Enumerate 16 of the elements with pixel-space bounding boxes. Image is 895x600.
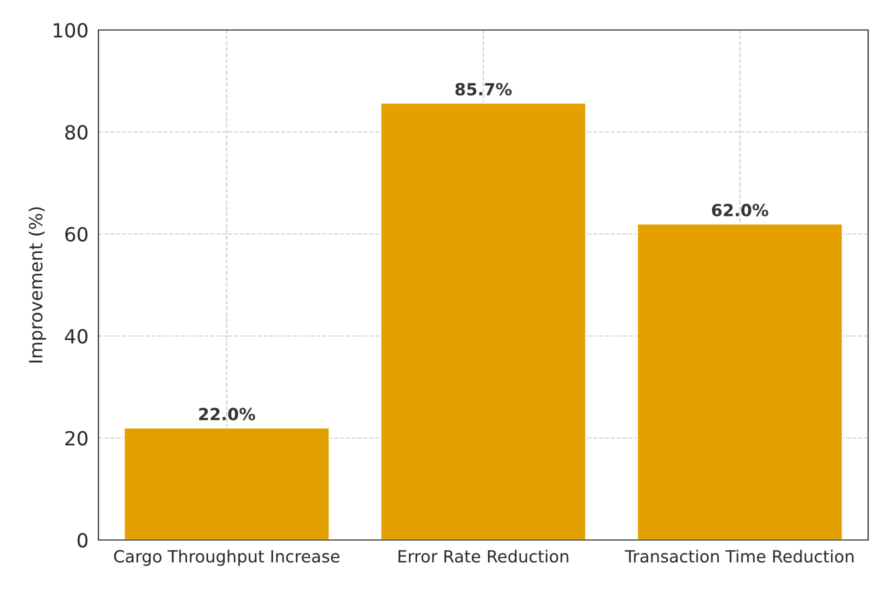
y-tick-label: 20: [65, 430, 88, 446]
y-tick-label: 40: [64, 328, 88, 344]
data-label: 62.0%: [712, 204, 768, 216]
y-tick-label: 80: [65, 124, 88, 140]
x-tick-label: Error Rate Reduction: [398, 550, 568, 563]
x-tick-label: Cargo Throughput Increase: [114, 550, 340, 566]
y-axis-title: Improvement (%): [28, 207, 46, 362]
y-tick-label: 100: [54, 22, 88, 38]
bar: [380, 102, 587, 540]
data-label: 85.7%: [455, 82, 512, 96]
bar: [636, 223, 844, 540]
y-tick-label: 60: [65, 226, 88, 242]
x-tick-label: Transaction Time Reduction: [624, 550, 854, 563]
bar: [123, 427, 330, 540]
data-label: 22.0%: [199, 408, 256, 420]
y-tick-label: 0: [78, 532, 88, 548]
